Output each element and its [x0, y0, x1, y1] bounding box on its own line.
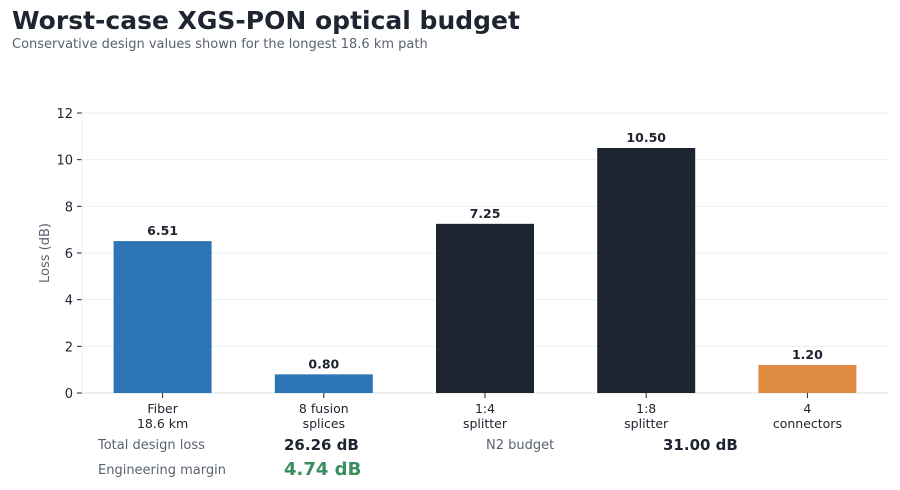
n2-budget-label: N2 budget	[486, 438, 555, 453]
y-tick-label: 12	[56, 107, 73, 122]
n2-budget-value: 31.00 dB	[663, 436, 738, 454]
bar-value-label: 7.25	[470, 206, 501, 221]
x-tick-label: 1:8 splitter	[624, 401, 669, 431]
total-design-loss-label: Total design loss	[98, 438, 205, 453]
total-design-loss-value: 26.26 dB	[284, 436, 359, 454]
x-tick-label: 4 connectors	[773, 401, 842, 431]
y-axis-label: Loss (dB)	[38, 223, 53, 283]
bar	[113, 241, 212, 393]
engineering-margin-value: 4.74 dB	[284, 459, 362, 480]
y-tick-label: 6	[65, 247, 73, 262]
bar	[597, 148, 696, 393]
y-tick-label: 0	[65, 387, 73, 402]
chart-subtitle: Conservative design values shown for the…	[12, 37, 428, 52]
y-tick-label: 10	[56, 154, 73, 169]
bar	[758, 365, 857, 393]
bar-value-label: 10.50	[626, 130, 666, 145]
x-tick-label: Fiber 18.6 km	[137, 401, 188, 431]
bar-value-label: 1.20	[792, 347, 823, 362]
y-tick-label: 2	[65, 340, 73, 355]
y-tick-label: 8	[65, 200, 73, 215]
x-tick-label: 8 fusion splices	[299, 401, 349, 431]
chart-title: Worst-case XGS-PON optical budget	[12, 6, 520, 35]
y-tick-label: 4	[65, 294, 73, 309]
bar	[274, 374, 373, 393]
engineering-margin-label: Engineering margin	[98, 463, 226, 478]
bar-value-label: 0.80	[308, 356, 339, 371]
bar	[436, 223, 534, 393]
bar-value-label: 6.51	[147, 223, 178, 238]
x-tick-label: 1:4 splitter	[463, 401, 508, 431]
